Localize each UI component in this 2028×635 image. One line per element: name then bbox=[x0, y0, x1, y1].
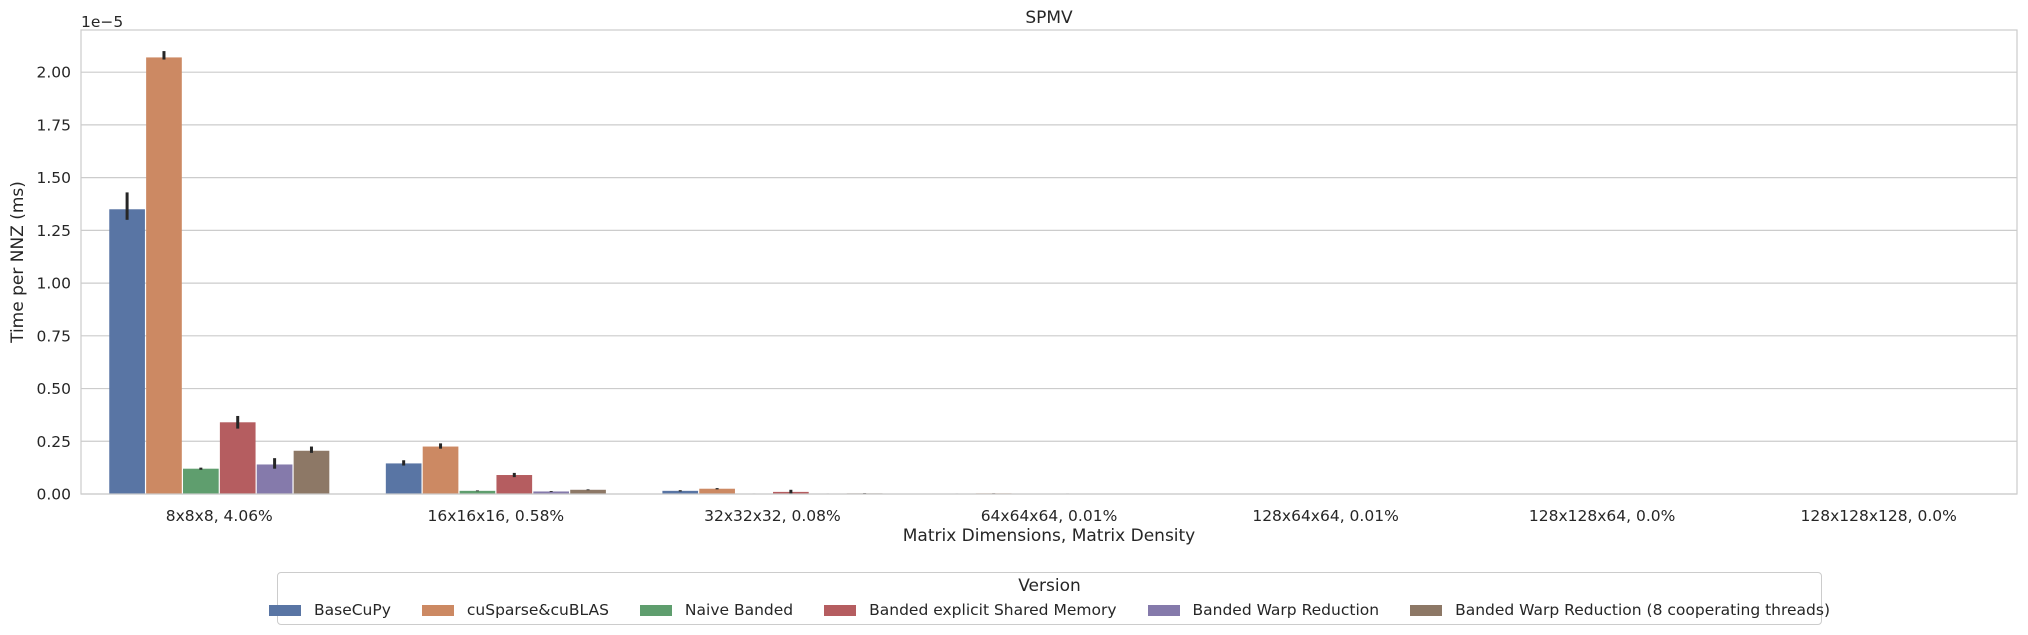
y-tick-label: 1.25 bbox=[36, 222, 71, 240]
legend-swatch bbox=[1410, 604, 1443, 616]
x-axis-title: Matrix Dimensions, Matrix Density bbox=[903, 526, 1196, 546]
bar bbox=[146, 57, 182, 494]
bar bbox=[385, 463, 422, 494]
x-tick-label: 128x64x64, 0.01% bbox=[1252, 507, 1398, 525]
y-tick-label: 0.25 bbox=[36, 433, 71, 451]
legend-entry: BaseCuPy bbox=[268, 601, 391, 619]
bar bbox=[533, 491, 570, 494]
x-tick-label: 16x16x16, 0.58% bbox=[428, 507, 565, 525]
error-bars bbox=[125, 51, 1973, 494]
chart-title: SPMV bbox=[1025, 8, 1073, 28]
legend-entry: Naive Banded bbox=[639, 601, 794, 619]
bar bbox=[570, 489, 606, 494]
legend-label: cuSparse&cuBLAS bbox=[466, 601, 609, 619]
legend-label: Banded Warp Reduction bbox=[1192, 601, 1380, 619]
x-tick-label: 128x128x128, 0.0% bbox=[1801, 507, 1957, 525]
y-tick-label: 0.75 bbox=[36, 327, 71, 345]
legend: Version BaseCuPy cuSparse&cuBLAS Naive Ban… bbox=[268, 572, 1830, 625]
bar bbox=[183, 468, 219, 494]
bar bbox=[422, 446, 459, 494]
bar bbox=[256, 464, 293, 494]
legend-label: Naive Banded bbox=[684, 601, 794, 619]
y-tick-label: 2.00 bbox=[36, 64, 71, 82]
bar-chart: 0.00 0.25 0.50 0.75 1.00 1.25 1.50 1.75 2.00 8x8… bbox=[8, 8, 2018, 546]
legend-swatch bbox=[421, 604, 454, 616]
grid-lines bbox=[81, 71, 2017, 495]
bar bbox=[699, 488, 735, 494]
legend-entry: Banded Warp Reduction (8 cooperating thr… bbox=[1410, 601, 1830, 619]
legend-label: BaseCuPy bbox=[313, 601, 391, 619]
bar bbox=[109, 209, 145, 495]
legend-items: BaseCuPy cuSparse&cuBLAS Naive Banded Bande… bbox=[268, 601, 1830, 619]
y-tick-label: 1.75 bbox=[36, 116, 71, 134]
x-tick-label: 8x8x8, 4.06% bbox=[166, 507, 273, 525]
bar bbox=[219, 422, 256, 494]
y-tick-label: 1.50 bbox=[36, 169, 71, 187]
bar bbox=[459, 490, 496, 494]
x-tick-label: 32x32x32, 0.08% bbox=[704, 507, 841, 525]
legend-label: Banded Warp Reduction (8 cooperating thr… bbox=[1455, 601, 1831, 619]
y-tick-labels: 0.00 0.25 0.50 0.75 1.00 1.25 1.50 1.75 2.00 bbox=[36, 64, 71, 504]
bar bbox=[293, 450, 330, 494]
y-scale-label: 1e−5 bbox=[81, 13, 123, 31]
legend-swatch bbox=[1147, 604, 1180, 616]
legend-label: Banded explicit Shared Memory bbox=[869, 601, 1117, 619]
legend-swatch bbox=[639, 604, 672, 616]
x-tick-labels: 8x8x8, 4.06% 16x16x16, 0.58% 32x32x32, 0.0… bbox=[166, 507, 1957, 525]
bar bbox=[662, 490, 699, 494]
y-axis-title: Time per NNZ (ms) bbox=[8, 181, 28, 344]
bar bbox=[496, 475, 533, 494]
legend-entry: Banded Warp Reduction bbox=[1147, 601, 1380, 619]
legend-title: Version bbox=[1018, 576, 1081, 596]
plot-frame bbox=[80, 29, 2018, 495]
legend-entry: cuSparse&cuBLAS bbox=[421, 601, 609, 619]
y-tick-label: 0.50 bbox=[36, 380, 71, 398]
x-tick-label: 128x128x64, 0.0% bbox=[1529, 507, 1675, 525]
x-tick-label: 64x64x64, 0.01% bbox=[981, 507, 1118, 525]
legend-swatch bbox=[268, 604, 301, 616]
legend-entry: Banded explicit Shared Memory bbox=[824, 601, 1117, 619]
legend-swatch bbox=[824, 604, 857, 616]
bars bbox=[109, 57, 1989, 495]
y-tick-label: 1.00 bbox=[36, 275, 71, 293]
y-tick-label: 0.00 bbox=[36, 486, 71, 504]
